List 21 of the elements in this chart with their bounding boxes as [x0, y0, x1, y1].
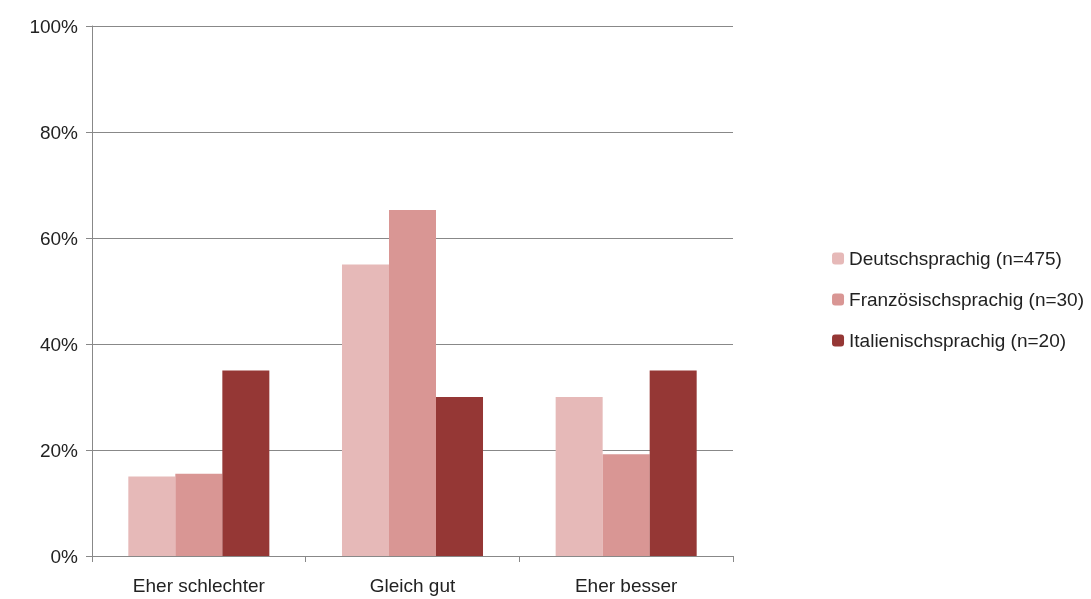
- bar: [389, 209, 436, 556]
- legend-label: Deutschsprachig (n=475): [849, 248, 1062, 269]
- y-tick-label: 60%: [39, 227, 79, 249]
- y-tick-label: 80%: [39, 121, 79, 143]
- bar: [602, 454, 650, 556]
- y-tick-label: 0%: [50, 545, 79, 567]
- legend-label: Italienischsprachig (n=20): [849, 330, 1067, 351]
- bar: [128, 476, 176, 556]
- bar: [341, 264, 389, 556]
- y-tick-label: 20%: [39, 439, 79, 461]
- x-tick-label: Gleich gut: [369, 575, 456, 596]
- bar: [222, 370, 270, 556]
- bar: [436, 397, 484, 556]
- x-tick-label: Eher besser: [574, 575, 679, 596]
- bar: [649, 370, 697, 556]
- y-tick-label: 40%: [39, 333, 79, 355]
- x-tick-label: Eher schlechter: [132, 575, 266, 596]
- y-tick-label: 100%: [29, 15, 79, 37]
- bar: [175, 473, 223, 556]
- bar: [555, 397, 603, 556]
- legend-label: Französischsprachig (n=30): [849, 289, 1084, 310]
